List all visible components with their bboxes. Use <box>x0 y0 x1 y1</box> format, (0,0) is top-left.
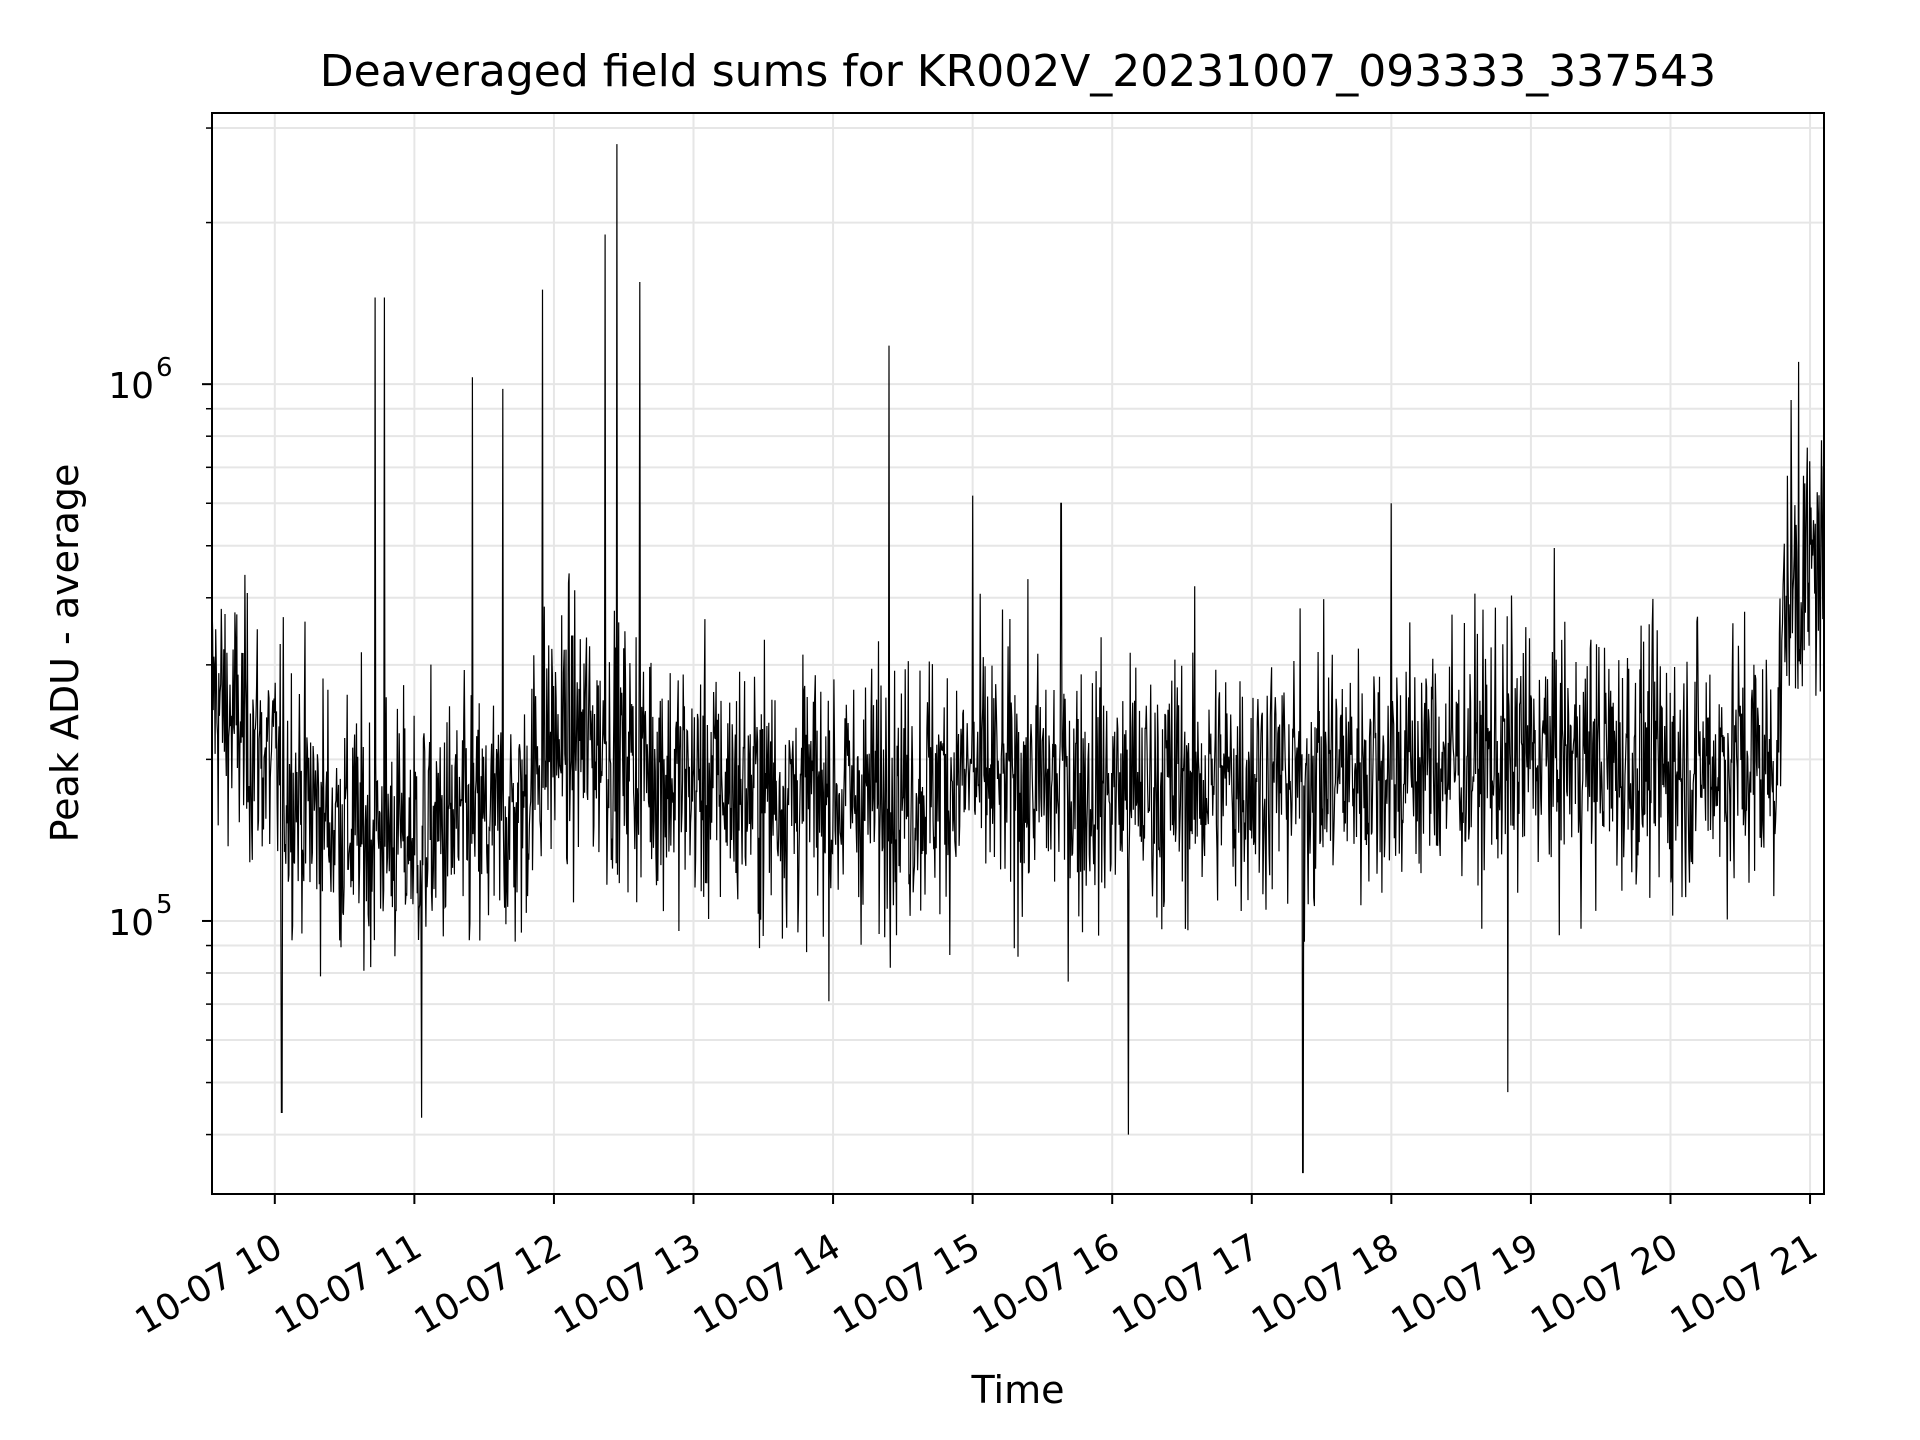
y-tick-label-base: 10 <box>108 903 154 944</box>
y-tick-label: 10 <box>108 903 154 944</box>
y-axis-label: Peak ADU - average <box>43 464 87 843</box>
y-tick-label-base: 10 <box>108 366 154 407</box>
x-axis-label: Time <box>971 1368 1065 1412</box>
y-tick-label-exponent: 5 <box>156 890 173 920</box>
series-path <box>211 144 1825 1174</box>
y-tick-label-exponent: 6 <box>156 353 173 383</box>
y-tick-label: 10 <box>108 366 154 407</box>
series-line <box>211 144 1825 1174</box>
grid <box>212 113 1824 1194</box>
plot-frame <box>211 112 1825 1195</box>
chart-title: Deaveraged field sums for KR002V_2023100… <box>320 46 1716 97</box>
